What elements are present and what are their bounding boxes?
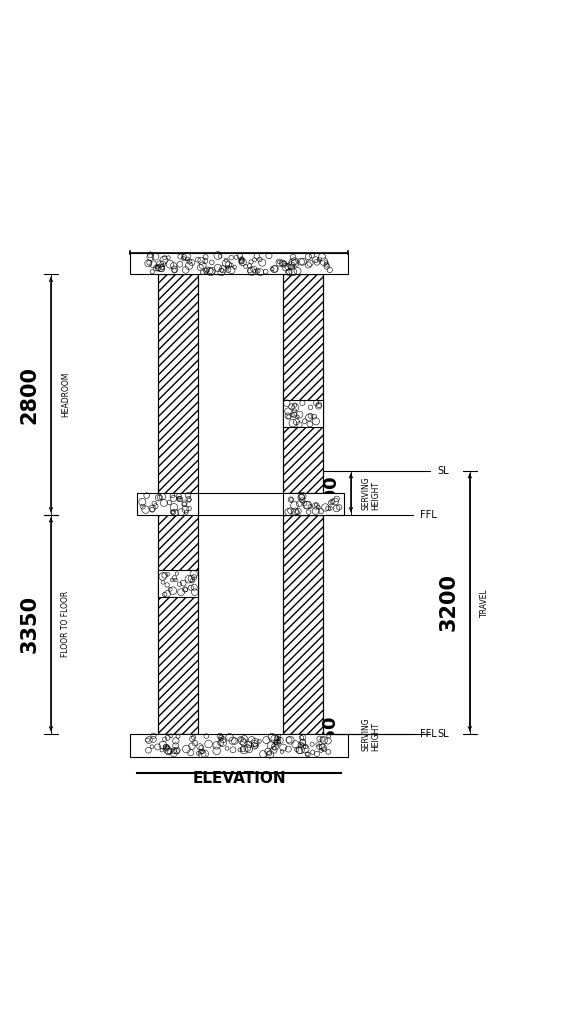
Bar	[158, 274, 198, 734]
Bar	[130, 734, 348, 757]
Bar	[283, 515, 323, 734]
Text: FLOOR TO FLOOR: FLOOR TO FLOOR	[61, 591, 70, 657]
Text: SL: SL	[437, 466, 449, 476]
Bar	[137, 494, 198, 515]
Text: 3350: 3350	[20, 595, 40, 653]
Bar	[283, 274, 323, 494]
Text: SL: SL	[437, 729, 449, 739]
Text: HEADROOM: HEADROOM	[61, 372, 70, 417]
Text: 3200: 3200	[439, 573, 458, 631]
Bar	[158, 569, 198, 597]
Text: ELEVATION: ELEVATION	[192, 771, 286, 785]
Bar	[158, 274, 198, 734]
Text: FFL: FFL	[420, 510, 437, 520]
Text: 2800: 2800	[20, 366, 40, 424]
Text: FFL: FFL	[420, 729, 437, 739]
Text: SERVING
HEIGHT: SERVING HEIGHT	[361, 476, 380, 510]
Bar	[283, 274, 323, 494]
Bar	[283, 494, 344, 515]
Text: TRAVEL: TRAVEL	[480, 588, 489, 616]
Text: 800: 800	[321, 474, 340, 512]
Bar	[283, 400, 323, 427]
Text: 950: 950	[321, 715, 340, 753]
Text: SERVING
HEIGHT: SERVING HEIGHT	[361, 717, 380, 751]
Bar	[283, 515, 323, 734]
Bar	[130, 253, 348, 274]
